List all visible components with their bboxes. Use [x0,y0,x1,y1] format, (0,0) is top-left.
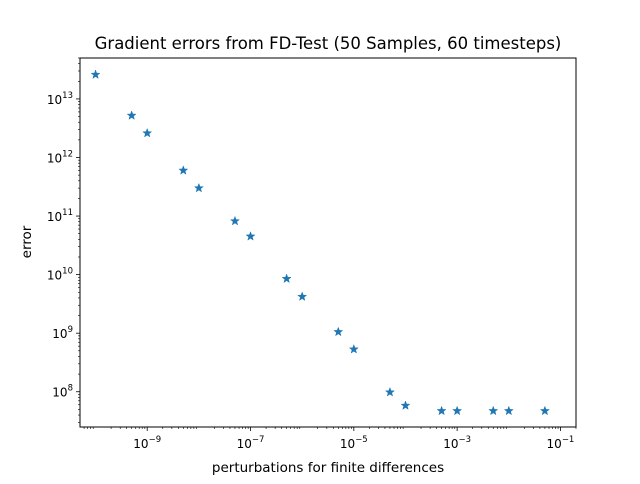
data-series [90,69,550,416]
y-tick-label: 1013 [47,91,73,107]
data-point [297,291,308,301]
y-tick-label: 108 [52,384,73,400]
data-point [245,231,256,241]
data-point [281,273,292,284]
plot-area [79,57,577,428]
x-tick-label: 10−3 [443,435,471,451]
y-tick-label: 1011 [47,208,73,224]
data-point [436,405,447,416]
x-tick-label: 10−9 [133,435,161,451]
y-axis: 108 109 1010 1011 1012 1013 [47,57,80,423]
data-point [503,405,514,416]
data-point [126,110,137,120]
x-tick-label: 10−5 [340,435,368,451]
x-tick-label: 10−7 [237,435,265,451]
chart-title: Gradient errors from FD-Test (50 Samples… [95,34,562,53]
data-point [193,182,204,193]
data-point [178,165,189,175]
data-point [488,405,499,416]
y-tick-label: 1010 [47,267,73,283]
data-point [142,127,153,138]
x-axis-label: perturbations for finite differences [212,460,444,476]
data-point [539,405,550,416]
x-axis: 10−9 10−7 10−5 10−3 10−1 [83,427,577,451]
y-tick-label: 109 [52,325,73,341]
data-point [333,326,344,337]
data-point [90,69,101,79]
y-axis-label: error [19,225,35,258]
data-point [452,405,463,416]
data-point [229,215,241,226]
data-point [348,343,359,354]
data-point [384,386,396,397]
data-point [400,400,411,410]
y-tick-label: 1012 [47,149,73,165]
x-tick-label: 10−1 [547,435,575,451]
